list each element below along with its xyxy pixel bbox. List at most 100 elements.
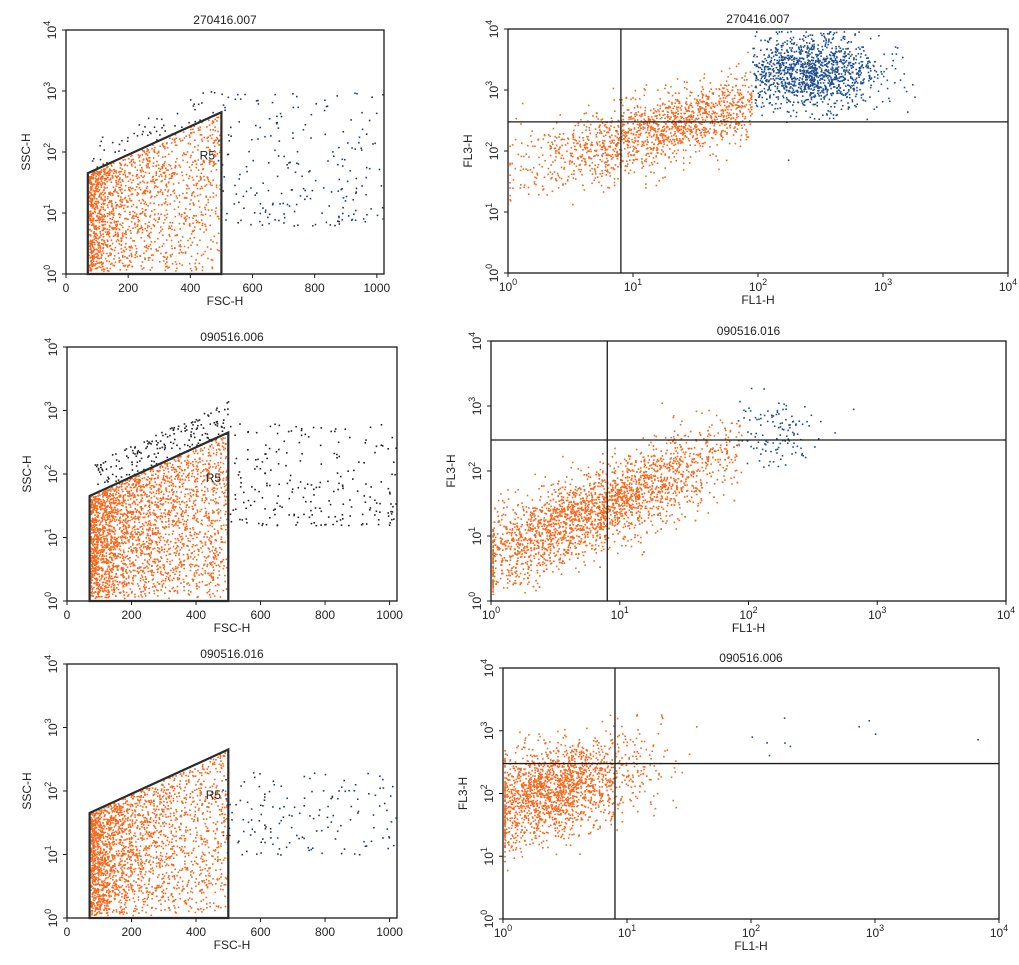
data-point	[101, 264, 103, 266]
data-point	[564, 182, 567, 185]
data-point	[144, 171, 147, 174]
data-point	[356, 92, 358, 95]
data-point	[708, 90, 711, 93]
data-point	[148, 157, 151, 159]
data-point	[894, 46, 897, 48]
data-point	[89, 246, 92, 249]
data-point	[185, 575, 188, 577]
data-point	[90, 193, 92, 195]
data-point	[806, 78, 809, 81]
data-point	[106, 270, 109, 272]
data-point	[515, 117, 517, 120]
data-point	[629, 169, 632, 172]
data-point	[90, 189, 92, 191]
data-point	[684, 132, 686, 134]
data-point	[655, 111, 658, 113]
data-point	[137, 183, 140, 186]
data-point	[597, 163, 600, 166]
data-point	[286, 203, 289, 206]
data-point	[104, 227, 106, 230]
data-point	[659, 98, 662, 100]
data-point	[95, 237, 98, 240]
data-point	[811, 48, 813, 51]
data-point	[623, 148, 626, 150]
data-point	[825, 75, 828, 78]
data-point	[626, 165, 628, 167]
data-point	[329, 224, 332, 226]
data-point	[99, 249, 101, 251]
data-point	[814, 69, 817, 72]
data-point	[164, 176, 167, 178]
data-point	[176, 234, 178, 236]
data-point	[686, 116, 689, 119]
data-point	[914, 96, 916, 98]
data-point	[660, 116, 663, 119]
data-point	[100, 234, 102, 237]
data-point	[200, 254, 203, 257]
data-point	[99, 183, 102, 186]
data-point	[190, 169, 192, 172]
data-point	[705, 111, 707, 113]
data-point	[869, 76, 871, 78]
data-point	[94, 243, 96, 246]
data-point	[741, 77, 743, 79]
data-point	[801, 57, 803, 59]
data-point	[848, 72, 850, 74]
data-point	[584, 164, 586, 166]
data-point	[158, 170, 161, 173]
data-point	[134, 222, 136, 225]
data-point	[127, 228, 129, 231]
data-point	[788, 63, 791, 66]
data-point	[673, 144, 675, 146]
data-point	[120, 251, 123, 253]
data-point	[127, 532, 129, 535]
data-point	[103, 170, 106, 172]
data-point	[528, 156, 530, 158]
data-point	[141, 192, 144, 195]
data-point	[91, 224, 93, 227]
data-point	[619, 137, 621, 139]
data-point	[136, 232, 139, 234]
data-point	[512, 179, 515, 181]
data-point	[732, 104, 735, 107]
data-point	[761, 96, 763, 99]
data-point	[98, 219, 100, 222]
data-point	[836, 51, 838, 53]
data-point	[772, 93, 775, 96]
data-point	[127, 205, 129, 208]
data-point	[560, 166, 563, 169]
data-point	[185, 218, 187, 221]
data-point	[639, 129, 641, 132]
data-point	[763, 67, 766, 69]
data-point	[119, 200, 121, 202]
data-point	[566, 179, 569, 181]
data-point	[716, 112, 718, 115]
data-point	[756, 55, 758, 58]
data-point	[205, 204, 208, 206]
data-point	[695, 151, 697, 153]
data-point	[830, 87, 832, 90]
data-point	[760, 106, 763, 108]
data-point	[845, 96, 848, 99]
data-point	[834, 59, 837, 62]
data-point	[158, 175, 160, 178]
data-point	[765, 72, 767, 74]
data-point	[98, 210, 101, 213]
data-point	[142, 150, 145, 152]
data-point	[649, 130, 652, 132]
data-point	[141, 227, 143, 229]
data-point	[591, 141, 593, 144]
data-point	[822, 48, 824, 51]
data-point	[827, 110, 829, 112]
data-point	[101, 183, 104, 185]
data-point	[656, 117, 658, 119]
data-point	[766, 40, 769, 43]
data-point	[817, 44, 819, 46]
data-point	[818, 89, 820, 92]
data-point	[702, 112, 704, 115]
data-point	[107, 195, 109, 198]
data-point	[91, 188, 93, 190]
data-point	[160, 226, 162, 228]
data-point	[624, 131, 627, 133]
data-point	[110, 181, 113, 183]
